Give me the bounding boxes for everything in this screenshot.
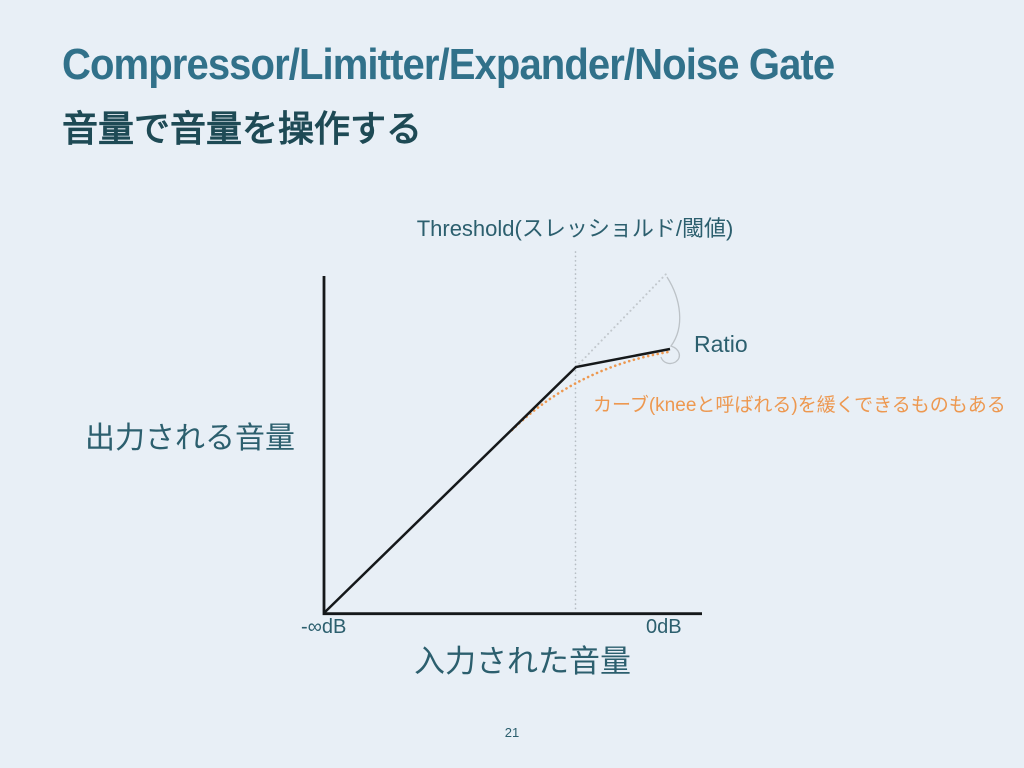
knee-note-label: カーブ(kneeと呼ばれる)を緩くできるものもある	[593, 395, 1006, 416]
unity-extension-dotted-line	[575, 271, 669, 368]
x-tick-zero-db: 0dB	[646, 616, 682, 638]
soft-knee-curve	[510, 350, 673, 432]
y-axis-label: 出力される音量	[85, 422, 295, 455]
slide-subtitle: 音量で音量を操作する	[62, 108, 423, 149]
page-number: 21	[504, 725, 520, 740]
slide-title: Compressor/Limitter/Expander/Noise Gate	[62, 40, 835, 89]
threshold-label: Threshold(スレッショルド/閾値)	[416, 216, 734, 241]
ratio-angle-arc	[660, 276, 681, 365]
response-line	[323, 347, 671, 614]
x-tick-negative-infinity: -∞dB	[301, 616, 347, 638]
x-axis-label: 入力された音量	[414, 644, 631, 679]
chart-axes	[322, 276, 702, 616]
ratio-label: Ratio	[694, 331, 748, 357]
